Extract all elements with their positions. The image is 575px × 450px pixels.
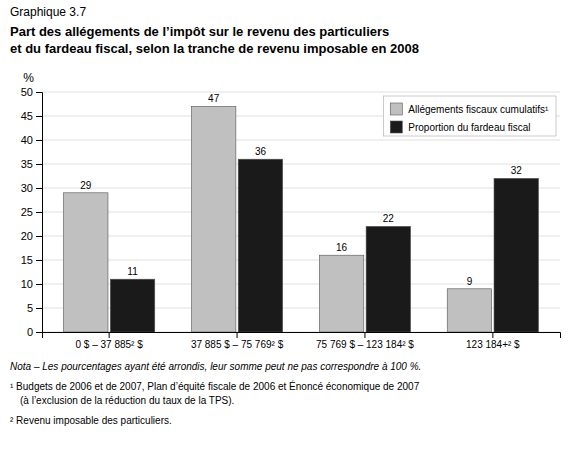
bars: [64, 106, 539, 332]
y-tick-label: 10: [21, 278, 33, 290]
y-tick-label: 15: [21, 254, 33, 266]
x-tick-mark: [237, 332, 238, 338]
x-tick: 0 $ – 37 885² $: [76, 332, 144, 350]
y-tick-mark: [36, 140, 42, 141]
data-label: 11: [127, 266, 138, 277]
x-tick: 37 885 $ – 75 769² $: [191, 332, 284, 350]
legend-label: Allégements fiscaux cumulatifs¹: [408, 104, 549, 115]
footnote: ² Revenu imposable des particuliers.: [10, 415, 172, 426]
bar: [110, 279, 154, 332]
footnotes: Nota – Les pourcentages ayant été arrond…: [10, 361, 421, 426]
grid-line: [42, 92, 560, 93]
y-tick-label: 25: [21, 206, 33, 218]
legend-swatch: [390, 103, 402, 115]
grid-line: [42, 140, 560, 141]
y-tick: 40: [21, 134, 42, 146]
y-axis: 0 5 10 15 20 25 30 35 40 45 50: [21, 86, 43, 338]
y-tick-mark: [36, 212, 42, 213]
y-tick-mark: [36, 308, 42, 309]
footnote: (à l’exclusion de la réduction du taux d…: [20, 395, 234, 406]
x-tick-mark: [492, 332, 493, 338]
y-tick: 5: [27, 302, 42, 314]
x-tick: 75 769 $ – 123 184² $: [316, 332, 414, 350]
y-tick: 45: [21, 110, 42, 122]
data-label: 32: [511, 165, 523, 176]
grid-line: [42, 188, 560, 189]
legend: Allégements fiscaux cumulatifs¹ Proportio…: [383, 96, 556, 136]
y-tick-mark: [36, 164, 42, 165]
data-label: 16: [336, 242, 348, 253]
y-tick-label: 35: [21, 158, 33, 170]
y-tick-mark: [36, 236, 42, 237]
title: Graphique 3.7: [10, 5, 86, 19]
legend-item: Allégements fiscaux cumulatifs¹: [390, 103, 549, 115]
y-tick: 35: [21, 158, 42, 170]
data-label: 29: [80, 180, 92, 191]
x-tick: 123 184+² $: [466, 332, 520, 350]
y-tick: 15: [21, 254, 42, 266]
bar: [447, 289, 491, 332]
data-label: 9: [467, 276, 473, 287]
grid-line: [42, 260, 560, 261]
y-tick: 25: [21, 206, 42, 218]
y-axis-title: %: [23, 71, 34, 85]
y-tick-label: 50: [21, 86, 33, 98]
bar: [319, 255, 363, 332]
y-tick: 30: [21, 182, 42, 194]
y-tick-mark: [36, 188, 42, 189]
legend-frame: [383, 96, 556, 136]
x-axis-line: [43, 333, 561, 339]
x-tick-label: 37 885 $ – 75 769² $: [191, 339, 284, 350]
grid-line: [42, 212, 560, 213]
y-tick-label: 20: [21, 230, 33, 242]
bar: [366, 226, 410, 332]
y-tick-mark: [36, 284, 42, 285]
y-tick: 20: [21, 230, 42, 242]
bar: [238, 159, 282, 332]
y-tick: 50: [21, 86, 42, 98]
y-tick-label: 30: [21, 182, 33, 194]
footnote: Nota – Les pourcentages ayant été arrond…: [10, 361, 421, 372]
subtitle: Part des allégements de l’impôt sur le r…: [10, 24, 419, 56]
chart-svg: Graphique 3.7 Part des allégements de l’i…: [0, 0, 575, 450]
grid: [42, 92, 560, 332]
y-tick: 0: [27, 326, 42, 338]
data-label: 36: [255, 146, 267, 157]
grid-line: [42, 236, 560, 237]
y-tick-mark: [36, 260, 42, 261]
bar: [191, 106, 235, 332]
legend-item: Proportion du fardeau fiscal: [390, 121, 530, 133]
footnote: ¹ Budgets de 2006 et de 2007, Plan d’équ…: [10, 380, 420, 392]
y-tick-label: 0: [27, 326, 33, 338]
bar: [64, 193, 108, 332]
plot: 0 5 10 15 20 25 30 35 40 45 50% 29 47 16 9 11 36 22 32 0 $ …: [21, 71, 561, 350]
y-tick-label: 45: [21, 110, 33, 122]
x-tick-mark: [364, 332, 365, 338]
y-tick-mark: [36, 332, 42, 333]
legend-label: Proportion du fardeau fiscal: [408, 122, 530, 133]
y-axis-line: [36, 93, 43, 333]
x-axis: 0 $ – 37 885² $ 37 885 $ – 75 769² $ 75 76…: [43, 332, 561, 350]
y-tick-mark: [36, 92, 42, 93]
y-tick-label: 5: [27, 302, 33, 314]
x-tick-label: 123 184+² $: [466, 339, 520, 350]
x-tick-label: 75 769 $ – 123 184² $: [316, 339, 414, 350]
x-tick-mark: [109, 332, 110, 338]
data-label: 22: [383, 213, 395, 224]
y-tick-mark: [36, 116, 42, 117]
y-tick-label: 40: [21, 134, 33, 146]
data-label: 47: [208, 93, 220, 104]
y-tick: 10: [21, 278, 42, 290]
grid-line: [42, 164, 560, 165]
legend-swatch: [390, 121, 402, 133]
bar: [494, 178, 538, 332]
x-tick-label: 0 $ – 37 885² $: [76, 339, 144, 350]
